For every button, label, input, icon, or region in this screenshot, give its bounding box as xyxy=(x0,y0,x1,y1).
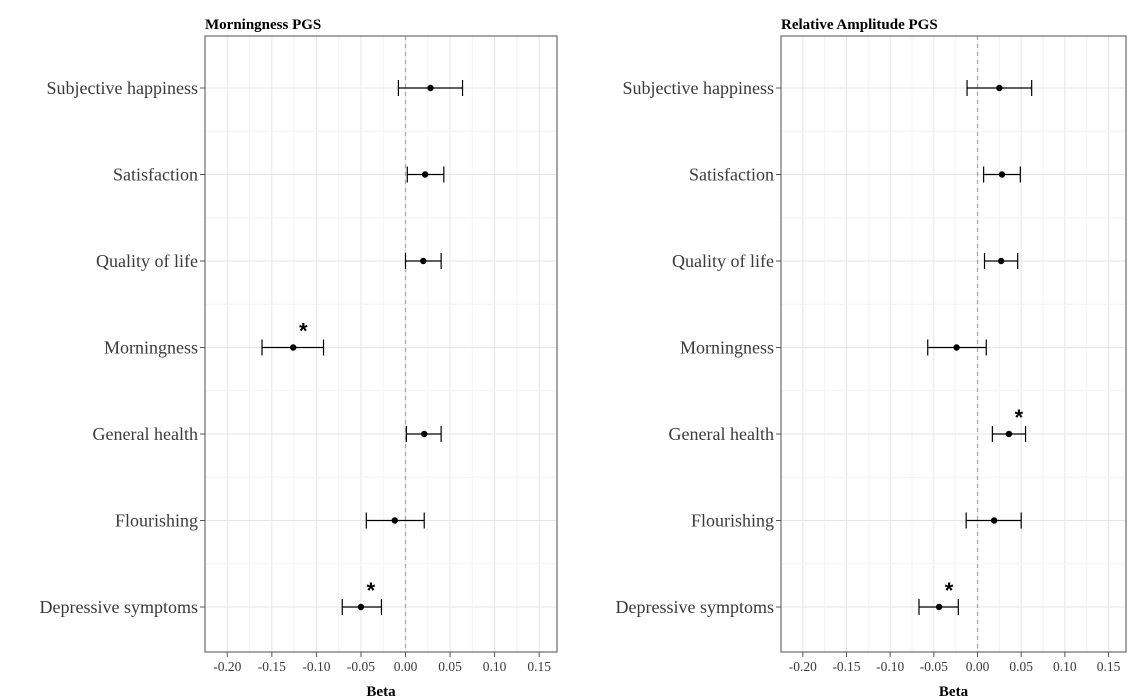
point-estimate xyxy=(290,344,297,351)
point-estimate xyxy=(998,171,1006,178)
x-tick-label: 0.10 xyxy=(483,659,507,674)
point-estimate xyxy=(1005,430,1013,438)
x-tick-label: -0.05 xyxy=(920,659,948,674)
panel-title: Morningness PGS xyxy=(205,17,321,33)
category-label: Morningness xyxy=(104,338,198,358)
point-estimate xyxy=(990,517,998,524)
x-axis-title: Beta xyxy=(366,684,396,699)
point-estimate xyxy=(996,84,1003,92)
x-tick-label: -0.20 xyxy=(213,659,241,674)
x-tick-label: -0.10 xyxy=(876,659,904,674)
panel-morningness-pgs: Morningness PGS -0.20 -0.15 -0.10 -0.05 0.00… xyxy=(40,17,558,699)
x-axis-title: Beta xyxy=(939,684,969,699)
category-label: Quality of life xyxy=(96,251,198,271)
category-label: Satisfaction xyxy=(113,165,198,185)
point-estimate xyxy=(357,603,365,611)
category-label: Morningness xyxy=(680,338,774,358)
x-tick-label: -0.20 xyxy=(789,659,817,674)
significance-marker: * xyxy=(367,578,376,603)
category-label: General health xyxy=(669,424,774,444)
x-tick-label: -0.10 xyxy=(302,659,330,674)
category-label: General health xyxy=(93,424,198,444)
point-estimate xyxy=(420,257,427,265)
point-estimate xyxy=(997,257,1005,265)
x-tick-label: 0.05 xyxy=(1009,659,1033,674)
x-tick-label: 0.00 xyxy=(966,659,990,674)
x-tick-label: 0.15 xyxy=(1097,659,1121,674)
category-label: Subjective happiness xyxy=(47,78,198,98)
x-tick-label: -0.15 xyxy=(258,659,286,674)
point-estimate xyxy=(935,603,943,611)
point-estimate xyxy=(953,344,960,351)
panel-border xyxy=(204,35,558,653)
panel-relative-amplitude-pgs: Relative Amplitude PGS -0.20 -0.15 -0.10 -0… xyxy=(616,17,1127,699)
panel-border xyxy=(780,35,1127,653)
category-label: Flourishing xyxy=(115,511,198,531)
point-estimate xyxy=(391,517,399,524)
category-label: Satisfaction xyxy=(689,165,774,185)
panel-title: Relative Amplitude PGS xyxy=(781,17,938,33)
point-estimate xyxy=(421,430,428,438)
category-label: Depressive symptoms xyxy=(616,597,774,617)
x-tick-label: 0.00 xyxy=(394,659,418,674)
significance-marker: * xyxy=(945,578,954,603)
grid xyxy=(781,36,1126,652)
category-label: Quality of life xyxy=(672,251,774,271)
grid xyxy=(205,36,557,652)
point-estimate xyxy=(421,171,429,178)
x-tick-label: 0.15 xyxy=(527,659,551,674)
point-estimate xyxy=(427,84,434,92)
significance-marker: * xyxy=(299,319,308,344)
x-tick-label: -0.05 xyxy=(347,659,375,674)
x-tick-label: 0.05 xyxy=(438,659,462,674)
significance-marker: * xyxy=(1015,405,1024,430)
category-label: Flourishing xyxy=(691,511,774,531)
category-label: Subjective happiness xyxy=(623,78,774,98)
x-tick-label: 0.10 xyxy=(1053,659,1077,674)
x-tick-label: -0.15 xyxy=(832,659,860,674)
category-label: Depressive symptoms xyxy=(40,597,198,617)
